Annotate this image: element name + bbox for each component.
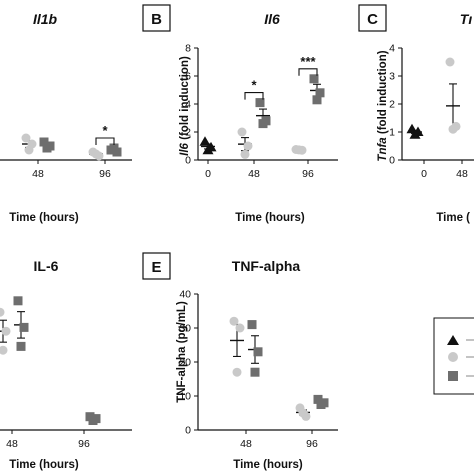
panel-b-ylabel-gene: Il6	[179, 142, 191, 155]
panel-a-x-tick-label: 96	[99, 168, 111, 180]
panel-a-point-circle	[24, 145, 34, 155]
panel-a-x-tick-label: 48	[32, 168, 44, 180]
panel-d-xlabel: Time (hours)	[9, 459, 79, 471]
panel-d-x-tick-label: 48	[6, 438, 18, 450]
panel-e-y-tick-label: 30	[179, 323, 191, 335]
legend	[433, 317, 474, 395]
panel-e-y-tick-label: 10	[179, 391, 191, 403]
panel-b-ylabel: Il6 (fold induction)	[179, 56, 191, 156]
panel-d-point-circle	[1, 326, 11, 336]
panel-a-point-circle	[91, 149, 101, 159]
panel-b-y-tick-label: 2	[185, 127, 191, 139]
panel-b-point-triangle	[202, 144, 214, 155]
panel-b-point-circle	[243, 141, 253, 151]
panel-b-y-tick-label: 4	[185, 99, 191, 111]
panel-b-significance-label: ***	[300, 54, 316, 69]
legend-circle-marker	[448, 352, 458, 362]
panel-d-point-square	[19, 322, 29, 332]
panel-a-title: Il1b	[33, 11, 58, 27]
legend-square-marker	[448, 371, 458, 381]
panel-b-x-tick-label: 96	[302, 168, 314, 180]
panel-c-ylabel-gene: Tnfa	[377, 137, 389, 162]
panel-b-point-square	[315, 88, 325, 98]
panel-c-letter: C	[367, 11, 378, 28]
panel-e-point-square	[313, 394, 323, 404]
panel-e-point-circle	[298, 408, 308, 418]
panel-c-y-tick-label: 1	[389, 127, 395, 139]
panel-b-xlabel: Time (hours)	[235, 212, 305, 224]
panel-b-point-circle	[237, 127, 247, 137]
panel-e-x-tick-label: 96	[306, 438, 318, 450]
panel-d-title: IL-6	[34, 258, 59, 274]
panel-b-y-tick-label: 6	[185, 71, 191, 83]
panel-e-y-tick-label: 40	[179, 289, 191, 301]
panel-d-point-circle	[0, 307, 5, 317]
panel-b-point-circle	[294, 145, 304, 155]
panel-c-title: Tı	[460, 11, 473, 27]
panel-c-point-circle	[448, 124, 458, 134]
panel-b-letter: B	[151, 11, 162, 28]
panel-b-x-tick-label: 48	[248, 168, 260, 180]
panel-e-point-square	[247, 320, 257, 330]
panel-e-y-tick-label: 20	[179, 357, 191, 369]
panel-d-point-square	[13, 296, 23, 306]
panel-e-xlabel: Time (hours)	[233, 459, 303, 471]
panel-e-point-square	[250, 367, 260, 377]
panel-e-point-square	[253, 347, 263, 357]
panel-e-letter: E	[151, 259, 161, 276]
panel-b-point-square	[309, 74, 319, 84]
panel-e-point-circle	[229, 316, 239, 326]
panel-e-y-tick-label: 0	[185, 425, 191, 437]
panel-c-y-tick-label: 0	[389, 155, 395, 167]
panel-c-point-triangle	[409, 129, 421, 139]
panel-b-y-tick-label: 0	[185, 155, 191, 167]
panel-c-ylabel-unit: (fold induction)	[377, 50, 389, 137]
panel-b-y-tick-label: 8	[185, 43, 191, 55]
panel-b-point-square	[255, 98, 265, 108]
panel-e-x-tick-label: 48	[240, 438, 252, 450]
panel-b-point-square	[258, 119, 268, 129]
panel-b-significance-label: *	[251, 78, 257, 93]
panel-c-xlabel: Time (	[436, 212, 470, 224]
panel-b-x-tick-label: 0	[205, 168, 211, 180]
panel-e-point-circle	[232, 367, 242, 377]
panel-c-ylabel: Tnfa (fold induction)	[377, 50, 389, 161]
panel-d-point-square	[16, 341, 26, 351]
panel-b-point-triangle	[199, 136, 211, 146]
panel-a-point-square	[39, 137, 49, 147]
panel-e-point-circle	[235, 323, 245, 333]
panel-d-x-tick-label: 96	[78, 438, 90, 450]
panel-a-significance-bracket	[95, 137, 115, 145]
panel-c-y-tick-label: 4	[389, 43, 395, 55]
panel-e-title: TNF-alpha	[232, 258, 301, 274]
panel-c-x-tick-label: 0	[421, 168, 427, 180]
panel-b-significance-bracket	[298, 68, 318, 76]
panel-b-title: Il6	[264, 11, 280, 27]
panel-e-ylabel: TNF-alpha (pg/mL)	[176, 301, 188, 403]
panel-c-y-tick-label: 2	[389, 99, 395, 111]
panel-a-point-square	[109, 143, 119, 153]
panel-b-ylabel-unit: (fold induction)	[179, 56, 191, 143]
panel-c-y-tick-label: 3	[389, 71, 395, 83]
panel-e-point-square	[316, 400, 326, 409]
panel-a-significance-label: *	[102, 123, 108, 138]
panel-a-point-square	[42, 143, 52, 153]
panel-c-x-tick-label: 48	[456, 168, 468, 180]
panel-a-xlabel: Time (hours)	[9, 212, 79, 224]
panel-b-point-circle	[240, 149, 250, 159]
panel-b-point-square	[312, 95, 322, 105]
panel-b-significance-bracket	[244, 92, 264, 100]
panel-d-point-circle	[0, 345, 8, 355]
legend-triangle-marker	[447, 335, 459, 345]
panel-c-point-circle	[445, 57, 455, 67]
panel-d-point-square	[88, 416, 98, 425]
panel-a-point-circle	[21, 133, 31, 143]
